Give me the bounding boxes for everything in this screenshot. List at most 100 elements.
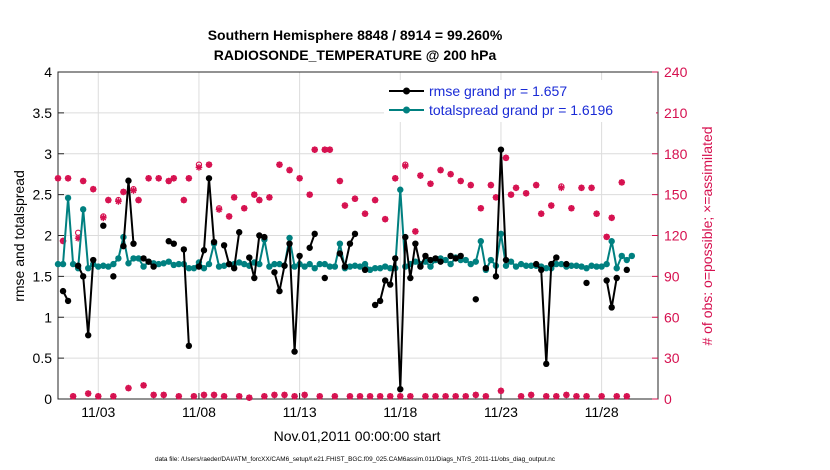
gridlines	[58, 72, 658, 399]
obs-assimilated-point	[286, 166, 293, 174]
rmse-point	[402, 233, 409, 241]
rmse-point	[180, 246, 188, 253]
obs-assimilated-point	[583, 392, 590, 400]
totalspread-point	[462, 256, 469, 264]
obs-assimilated-point	[472, 391, 480, 399]
obs-assimilated-point	[593, 210, 600, 217]
rmse-point	[286, 240, 293, 247]
obs-assimilated-point	[598, 392, 605, 400]
obs-assimilated-point	[256, 196, 263, 204]
obs-assimilated-point	[125, 384, 132, 392]
totalspread-point	[271, 260, 278, 268]
rmse-point	[251, 274, 258, 282]
obs-assimilated-point	[251, 191, 258, 198]
obs-assimilated-point	[245, 394, 253, 401]
obs-assimilated-point	[457, 177, 464, 185]
rmse-line	[182, 249, 190, 346]
rmse-line	[197, 178, 215, 267]
rmse-point	[397, 385, 404, 393]
totalspread-point	[276, 260, 283, 268]
totalspread-point	[507, 258, 515, 265]
totalspread-point	[366, 266, 374, 274]
obs-assimilated-point	[296, 174, 303, 182]
obs-assimilated-point	[180, 196, 188, 204]
rmse-point	[100, 222, 107, 229]
obs-assimilated-point	[200, 391, 208, 399]
rmse-point	[145, 258, 152, 265]
legend-totalspread-label: totalspread grand pr = 1.6196	[429, 102, 613, 118]
totalspread-point	[588, 262, 595, 269]
totalspread-point	[427, 263, 434, 270]
rmse-point	[110, 273, 117, 280]
rmse-point	[457, 252, 464, 260]
rmse-point	[200, 247, 208, 254]
rmse-point	[623, 266, 630, 274]
rmse-point	[563, 260, 570, 268]
rmse-point	[543, 360, 550, 368]
totalspread-point	[155, 260, 162, 268]
obs-assimilated-point	[74, 234, 82, 242]
obs-assimilated-point	[497, 387, 505, 395]
rmse-point	[296, 252, 303, 260]
obs-assimilated-point	[578, 184, 585, 192]
totalspread-point	[59, 260, 67, 268]
rmse-point	[170, 240, 177, 247]
rmse-point	[502, 256, 510, 264]
legend-rmse-label: rmse grand pr = 1.657	[429, 83, 567, 99]
totalspread-point	[371, 265, 379, 272]
obs-assimilated-point	[145, 174, 152, 182]
totalspread-point	[100, 262, 107, 269]
obs-assimilated-point	[271, 391, 278, 399]
obs-assimilated-point	[608, 214, 615, 222]
totalspread-point	[613, 265, 620, 272]
rmse-line	[273, 243, 301, 352]
totalspread-point	[356, 263, 364, 270]
obs-assimilated-point	[467, 181, 475, 189]
rmse-point	[492, 273, 500, 280]
totalspread-point	[256, 260, 263, 268]
rmse-line	[223, 232, 241, 271]
right-tick-label: 210	[664, 105, 688, 121]
obs-assimilated-point	[417, 172, 424, 179]
x-tick-label: 11/13	[283, 404, 317, 420]
totalspread-point	[326, 263, 334, 270]
rmse-point	[79, 273, 87, 280]
rmse-point	[346, 240, 354, 247]
totalspread-point	[200, 265, 208, 272]
obs-assimilated-point	[366, 392, 374, 400]
legend-box	[384, 80, 656, 122]
right-y-axis-label: # of obs: o=possible; ×=assimilated	[699, 126, 715, 345]
obs-assimilated-point	[225, 213, 233, 220]
obs-assimilated-point	[482, 392, 490, 400]
obs-assimilated-point	[205, 161, 213, 168]
totalspread-point	[573, 262, 580, 269]
rmse-point	[165, 238, 172, 245]
rmse-point	[497, 146, 505, 153]
rmse-point	[261, 233, 268, 241]
rmse-point	[381, 277, 389, 284]
obs-assimilated-point	[321, 146, 329, 153]
rmse-point	[452, 255, 459, 262]
obs-assimilated-point	[120, 188, 127, 196]
left-tick-label: 0.5	[33, 350, 53, 366]
obs-assimilated-point	[306, 191, 313, 198]
obs-assimilated-point	[542, 392, 550, 400]
obs-assimilated-point	[170, 174, 178, 182]
totalspread-point	[618, 252, 625, 260]
rmse-line	[338, 233, 356, 271]
obs-assimilated-point	[371, 196, 379, 204]
totalspread-point	[291, 263, 298, 270]
obs-assimilated-point	[351, 195, 359, 203]
left-tick-label: 2	[44, 228, 52, 244]
obs-assimilated-point	[432, 392, 439, 400]
totalspread-point	[487, 256, 495, 264]
rmse-point	[236, 229, 243, 236]
obs-assimilated-point	[331, 392, 339, 400]
totalspread-point	[130, 255, 137, 262]
totalspread-point	[623, 256, 630, 264]
obs-assimilated-point	[563, 391, 570, 399]
obs-assimilated-point	[336, 177, 344, 185]
obs-assimilated-point	[261, 392, 268, 400]
rmse-point	[608, 304, 615, 311]
